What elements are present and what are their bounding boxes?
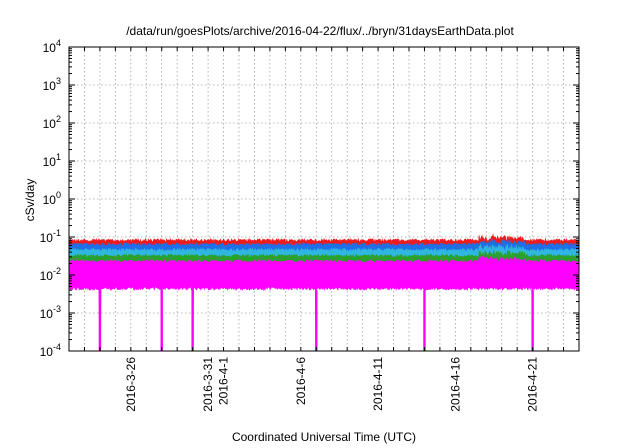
grid <box>69 47 579 351</box>
x-tick-label: 2016-4-11 <box>371 357 385 411</box>
dropout-spike <box>98 290 102 351</box>
plot-area <box>68 233 580 352</box>
dropout-spike <box>423 290 426 351</box>
y-tick-label: 10-3 <box>40 304 61 321</box>
x-tick-label: 2016-3-31 <box>201 357 215 412</box>
series-band <box>68 255 580 352</box>
dropout-spike <box>160 290 163 351</box>
y-tick-label: 10-4 <box>40 342 61 359</box>
y-tick-label: 10-2 <box>40 266 61 283</box>
y-tick-label: 10-1 <box>40 228 61 245</box>
x-axis-label: Coordinated Universal Time (UTC) <box>232 430 416 444</box>
x-tick-label: 2016-4-1 <box>217 357 231 405</box>
x-tick-label: 2016-4-16 <box>448 357 462 412</box>
dropout-spike <box>315 290 318 351</box>
x-tick-label: 2016-4-21 <box>526 357 540 412</box>
y-tick-label: 102 <box>43 114 61 131</box>
y-tick-label: 100 <box>43 190 61 207</box>
x-tick-label: 2016-4-6 <box>294 357 308 405</box>
axes: 10-4 10-3 10-2 10-1 100 101 102 103 104 2016-3-26… <box>40 38 579 412</box>
x-tick-label: 2016-3-26 <box>124 357 138 412</box>
dropout-spike <box>531 290 534 351</box>
y-tick-label: 101 <box>43 152 61 169</box>
chart-title: /data/run/goesPlots/archive/2016-04-22/f… <box>126 24 514 38</box>
y-axis-label: cSv/day <box>23 179 37 222</box>
y-tick-label: 103 <box>43 76 61 93</box>
dropout-spike <box>191 290 194 351</box>
y-tick-label: 104 <box>43 38 61 55</box>
